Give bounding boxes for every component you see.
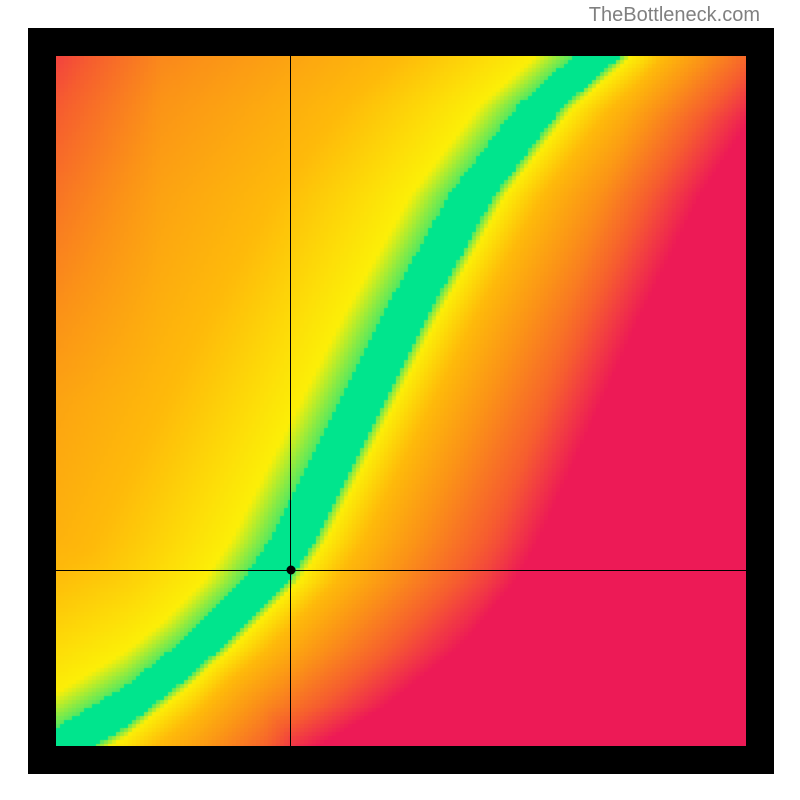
crosshair-marker [286,566,295,575]
crosshair-vertical [290,56,291,746]
figure-container: TheBottleneck.com [0,0,800,800]
heatmap-canvas [56,56,746,746]
watermark-text: TheBottleneck.com [589,4,760,27]
crosshair-horizontal [56,570,746,571]
plot-area [56,56,746,746]
plot-black-frame [28,28,774,774]
